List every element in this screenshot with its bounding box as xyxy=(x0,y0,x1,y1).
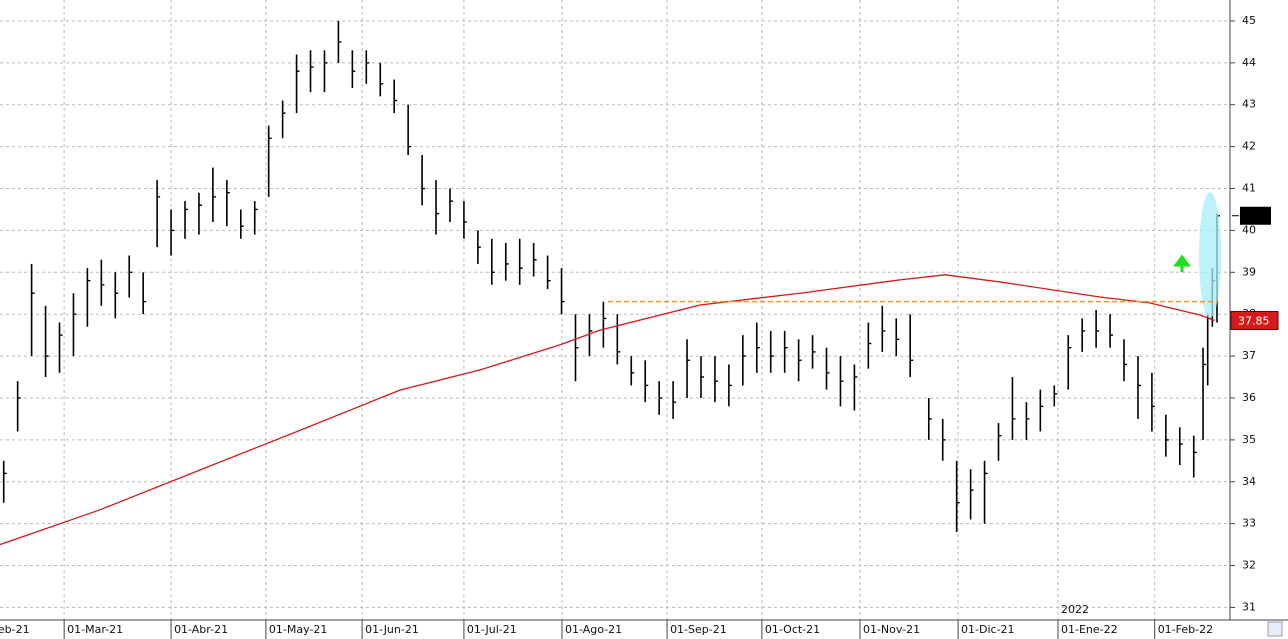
highlight-ellipse xyxy=(1199,192,1221,318)
x-tick-label: 01-Ene-22 xyxy=(1061,623,1118,636)
y-tick-label: 31 xyxy=(1242,600,1256,613)
y-tick-label: 42 xyxy=(1242,140,1256,153)
y-tick-label: 34 xyxy=(1242,475,1256,488)
x-tick-label: 01-Sep-21 xyxy=(670,623,727,636)
y-tick-label: 32 xyxy=(1242,559,1256,572)
moving-average xyxy=(0,274,1215,546)
y-tick-label: 41 xyxy=(1242,182,1256,195)
y-tick-label: 44 xyxy=(1242,56,1256,69)
x-tick-label: 01-Abr-21 xyxy=(174,623,228,636)
y-tick-label: 39 xyxy=(1242,265,1256,278)
y-tick-label: 36 xyxy=(1242,391,1256,404)
y-tick-label: 40 xyxy=(1242,223,1256,236)
up-arrow xyxy=(1173,254,1191,272)
y-tick-label: 45 xyxy=(1242,14,1256,27)
x-tick-label: 01-Dic-21 xyxy=(961,623,1015,636)
y-tick-label: 37 xyxy=(1242,349,1256,362)
ma-label-box xyxy=(1230,310,1279,330)
plot xyxy=(2,20,1220,533)
x-tick-label: 01-Jun-21 xyxy=(365,623,419,636)
x-tick-label: 01-Ago-21 xyxy=(565,623,622,636)
y-tick-label: 35 xyxy=(1242,433,1256,446)
x-tick-label: 01-Oct-21 xyxy=(765,623,820,636)
y-tick-label: 43 xyxy=(1242,98,1256,111)
y-tick-label: 33 xyxy=(1242,517,1256,530)
x-tick-label: 01-May-21 xyxy=(269,623,327,636)
price-marker xyxy=(1240,206,1271,225)
x-tick-label: 01-Mar-21 xyxy=(67,623,123,636)
corner-icon xyxy=(1267,621,1283,637)
x-tick-label: 01-Nov-21 xyxy=(863,623,920,636)
grid: 31323334353637383940414243444501-Feb-210… xyxy=(0,0,1256,639)
x-tick-label: 01-Feb-22 xyxy=(1158,623,1213,636)
ma-label: 37.85 xyxy=(1238,314,1270,327)
overlay: 37.85 xyxy=(0,206,1279,546)
x-tick-label: 01-Feb-21 xyxy=(0,623,30,636)
year-label: 2022 xyxy=(1061,603,1089,616)
x-tick-label: 01-Jul-21 xyxy=(467,623,517,636)
